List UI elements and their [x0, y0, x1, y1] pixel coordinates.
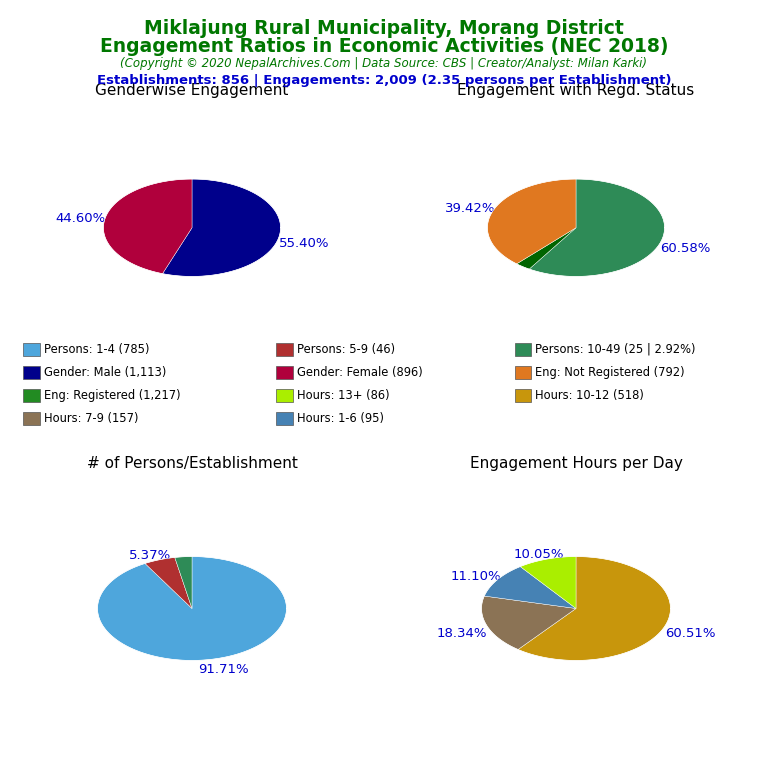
Text: 10.05%: 10.05% — [513, 548, 564, 561]
Polygon shape — [517, 228, 576, 269]
Text: 39.42%: 39.42% — [445, 202, 495, 215]
Polygon shape — [163, 179, 280, 276]
Text: Hours: 13+ (86): Hours: 13+ (86) — [297, 389, 390, 402]
Text: Eng: Not Registered (792): Eng: Not Registered (792) — [535, 366, 685, 379]
Title: Genderwise Engagement: Genderwise Engagement — [95, 84, 289, 98]
Polygon shape — [485, 567, 576, 608]
Text: 44.60%: 44.60% — [55, 212, 105, 225]
Title: Engagement Hours per Day: Engagement Hours per Day — [469, 456, 683, 471]
Text: Persons: 1-4 (785): Persons: 1-4 (785) — [44, 343, 149, 356]
Polygon shape — [520, 557, 576, 608]
Polygon shape — [98, 557, 286, 660]
Title: Engagement with Regd. Status: Engagement with Regd. Status — [458, 84, 694, 98]
Text: Persons: 5-9 (46): Persons: 5-9 (46) — [297, 343, 396, 356]
Text: Engagement Ratios in Economic Activities (NEC 2018): Engagement Ratios in Economic Activities… — [100, 37, 668, 56]
Text: Gender: Female (896): Gender: Female (896) — [297, 366, 423, 379]
Text: 60.51%: 60.51% — [665, 627, 716, 641]
Polygon shape — [175, 557, 192, 608]
Text: Hours: 1-6 (95): Hours: 1-6 (95) — [297, 412, 384, 425]
Text: 5.37%: 5.37% — [129, 549, 171, 562]
Polygon shape — [482, 596, 576, 650]
Title: # of Persons/Establishment: # of Persons/Establishment — [87, 456, 297, 471]
Polygon shape — [145, 558, 192, 608]
Text: Hours: 10-12 (518): Hours: 10-12 (518) — [535, 389, 644, 402]
Text: Establishments: 856 | Engagements: 2,009 (2.35 persons per Establishment): Establishments: 856 | Engagements: 2,009… — [97, 74, 671, 87]
Text: Miklajung Rural Municipality, Morang District: Miklajung Rural Municipality, Morang Dis… — [144, 19, 624, 38]
Text: 18.34%: 18.34% — [436, 627, 487, 641]
Text: 91.71%: 91.71% — [198, 664, 249, 677]
Polygon shape — [104, 179, 192, 273]
Polygon shape — [518, 557, 670, 660]
Text: 55.40%: 55.40% — [279, 237, 329, 250]
Text: Gender: Male (1,113): Gender: Male (1,113) — [44, 366, 166, 379]
Text: Hours: 7-9 (157): Hours: 7-9 (157) — [44, 412, 138, 425]
Text: Persons: 10-49 (25 | 2.92%): Persons: 10-49 (25 | 2.92%) — [535, 343, 696, 356]
Text: 60.58%: 60.58% — [660, 242, 710, 255]
Polygon shape — [488, 179, 576, 264]
Text: Eng: Registered (1,217): Eng: Registered (1,217) — [44, 389, 180, 402]
Polygon shape — [529, 179, 664, 276]
Text: (Copyright © 2020 NepalArchives.Com | Data Source: CBS | Creator/Analyst: Milan : (Copyright © 2020 NepalArchives.Com | Da… — [121, 57, 647, 70]
Text: 11.10%: 11.10% — [450, 571, 501, 584]
